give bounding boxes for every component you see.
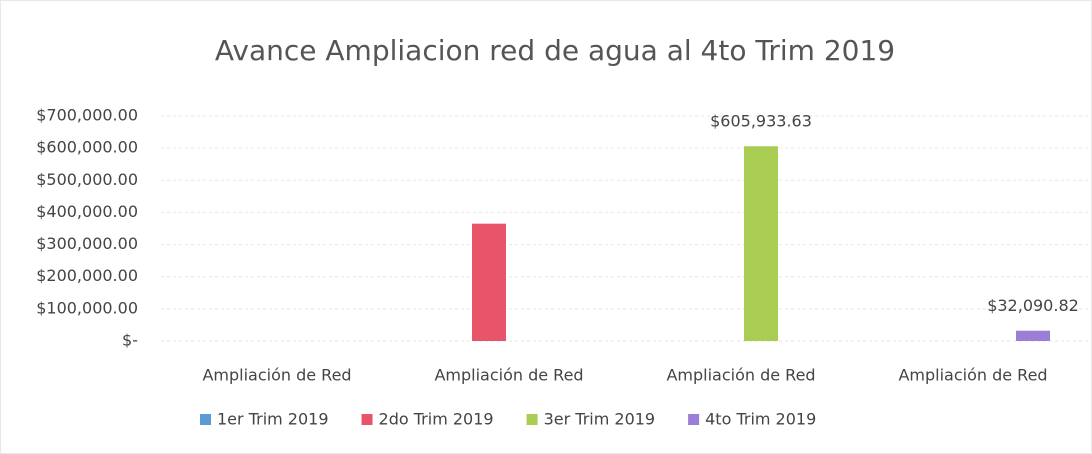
y-tick-label: $500,000.00 xyxy=(36,170,138,189)
data-label: $32,090.82 xyxy=(987,296,1079,315)
x-tick-label: Ampliación de Red xyxy=(434,366,583,385)
y-tick-label: $100,000.00 xyxy=(36,298,138,317)
legend-swatch xyxy=(361,414,373,425)
legend-swatch xyxy=(526,414,538,425)
legend-swatch xyxy=(200,414,211,425)
bar xyxy=(1016,330,1050,341)
x-tick-label: Ampliación de Red xyxy=(666,366,815,385)
x-tick-label: Ampliación de Red xyxy=(202,366,351,385)
y-tick-label: $- xyxy=(122,331,138,350)
y-tick-label: $700,000.00 xyxy=(36,106,138,125)
legend-label: 2do Trim 2019 xyxy=(379,410,494,429)
bar xyxy=(744,146,778,341)
legend-label: 1er Trim 2019 xyxy=(217,410,329,429)
x-tick-label: Ampliación de Red xyxy=(898,366,1047,385)
y-tick-label: $600,000.00 xyxy=(36,138,138,157)
y-tick-label: $400,000.00 xyxy=(36,202,138,221)
legend-swatch xyxy=(688,414,700,425)
legend-label: 3er Trim 2019 xyxy=(544,410,656,429)
bar xyxy=(472,223,506,341)
data-label: $605,933.63 xyxy=(710,112,812,131)
chart-title: Avance Ampliacion red de agua al 4to Tri… xyxy=(215,34,895,67)
y-tick-label: $200,000.00 xyxy=(36,266,138,285)
y-tick-label: $300,000.00 xyxy=(36,234,138,253)
legend-label: 4to Trim 2019 xyxy=(705,410,816,429)
